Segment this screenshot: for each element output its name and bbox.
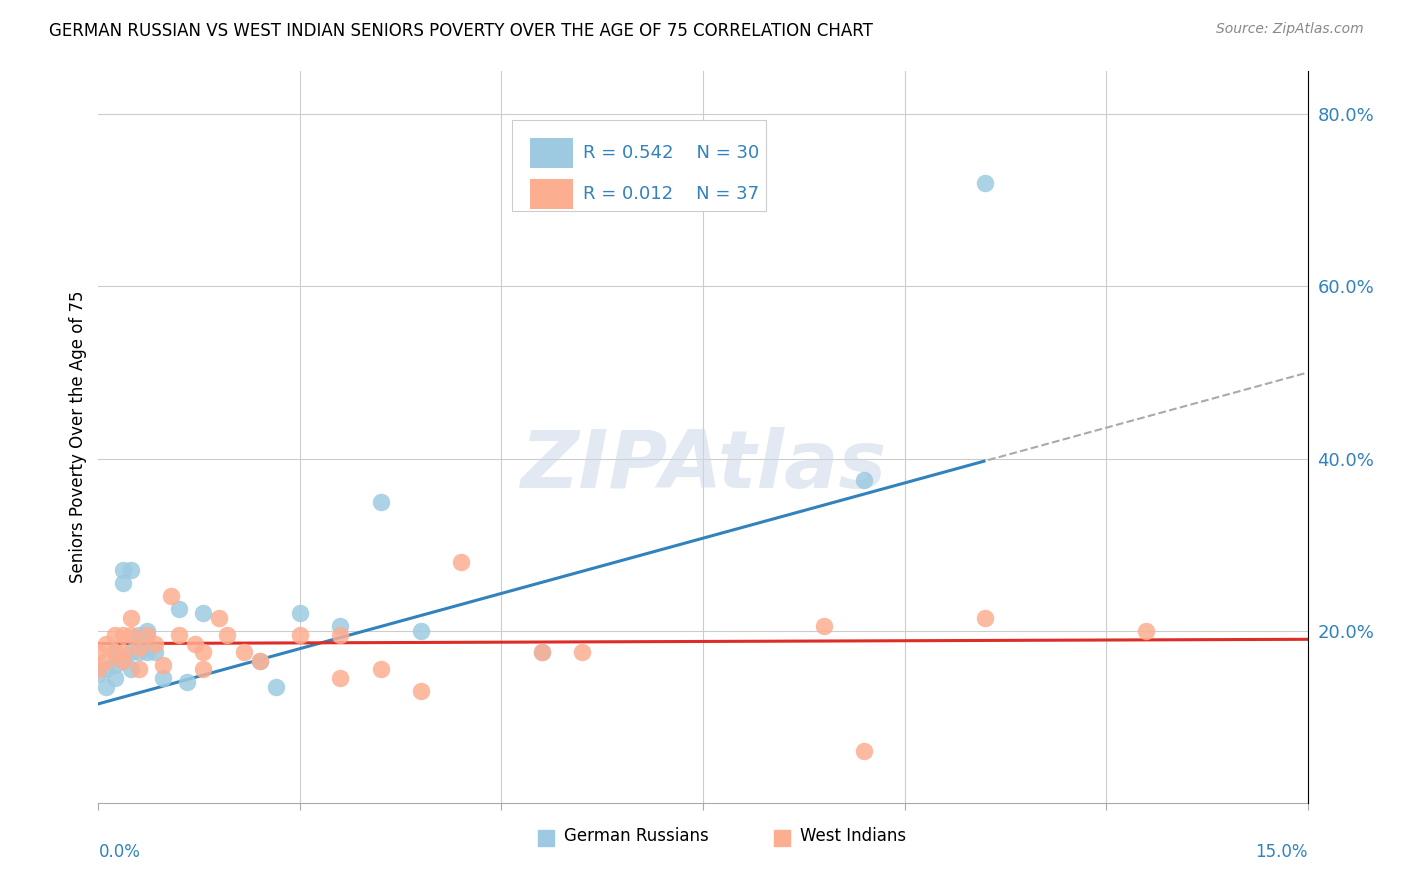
Point <box>329 671 352 685</box>
Point <box>160 589 183 603</box>
Point <box>128 640 150 655</box>
Point <box>103 645 125 659</box>
Point <box>111 645 134 659</box>
Point <box>103 645 125 659</box>
Point <box>329 628 352 642</box>
Point <box>128 645 150 659</box>
Point <box>571 645 593 659</box>
Point <box>329 619 352 633</box>
Point <box>103 658 125 673</box>
Point <box>853 473 876 487</box>
Point <box>370 662 392 676</box>
Point <box>193 645 215 659</box>
Point <box>193 607 215 621</box>
Point <box>176 675 198 690</box>
Point <box>288 607 311 621</box>
Point <box>530 645 553 659</box>
Y-axis label: Seniors Poverty Over the Age of 75: Seniors Poverty Over the Age of 75 <box>69 291 87 583</box>
Text: R = 0.542    N = 30: R = 0.542 N = 30 <box>583 144 759 161</box>
Point <box>249 654 271 668</box>
Point <box>232 645 254 659</box>
Point <box>853 744 876 758</box>
Point <box>143 645 166 659</box>
Point <box>96 680 118 694</box>
Point <box>103 628 125 642</box>
Point <box>409 624 432 638</box>
Point <box>96 654 118 668</box>
Point <box>530 645 553 659</box>
Text: 15.0%: 15.0% <box>1256 843 1308 861</box>
Point <box>111 628 134 642</box>
Point <box>120 645 142 659</box>
Point <box>87 662 110 676</box>
Point <box>974 611 997 625</box>
Point <box>120 611 142 625</box>
Point <box>370 494 392 508</box>
Point <box>120 564 142 578</box>
Point <box>167 602 190 616</box>
Text: German Russians: German Russians <box>564 828 709 846</box>
Point <box>96 637 118 651</box>
Point <box>409 684 432 698</box>
Point <box>288 628 311 642</box>
Point <box>143 637 166 651</box>
Point <box>111 564 134 578</box>
Point <box>128 628 150 642</box>
Point <box>450 555 472 569</box>
Text: ZIPAtlas: ZIPAtlas <box>520 427 886 506</box>
Text: GERMAN RUSSIAN VS WEST INDIAN SENIORS POVERTY OVER THE AGE OF 75 CORRELATION CHA: GERMAN RUSSIAN VS WEST INDIAN SENIORS PO… <box>49 22 873 40</box>
Point <box>111 654 134 668</box>
Text: R = 0.012    N = 37: R = 0.012 N = 37 <box>583 185 759 203</box>
Point <box>184 637 207 651</box>
Point <box>152 658 174 673</box>
Point <box>1135 624 1157 638</box>
Point <box>103 671 125 685</box>
Point <box>120 662 142 676</box>
Point <box>87 666 110 681</box>
Point <box>813 619 835 633</box>
Point <box>111 654 134 668</box>
Text: 0.0%: 0.0% <box>98 843 141 861</box>
Point <box>87 645 110 659</box>
Point <box>152 671 174 685</box>
Text: Source: ZipAtlas.com: Source: ZipAtlas.com <box>1216 22 1364 37</box>
Point <box>264 680 287 694</box>
Point <box>167 628 190 642</box>
Point <box>217 628 239 642</box>
Point <box>135 624 157 638</box>
Point <box>208 611 231 625</box>
Point <box>128 662 150 676</box>
Point <box>96 662 118 676</box>
Point <box>111 576 134 591</box>
Point <box>249 654 271 668</box>
Point <box>193 662 215 676</box>
Point <box>120 628 142 642</box>
Text: West Indians: West Indians <box>800 828 905 846</box>
Point <box>135 645 157 659</box>
Point <box>135 628 157 642</box>
Point <box>974 176 997 190</box>
